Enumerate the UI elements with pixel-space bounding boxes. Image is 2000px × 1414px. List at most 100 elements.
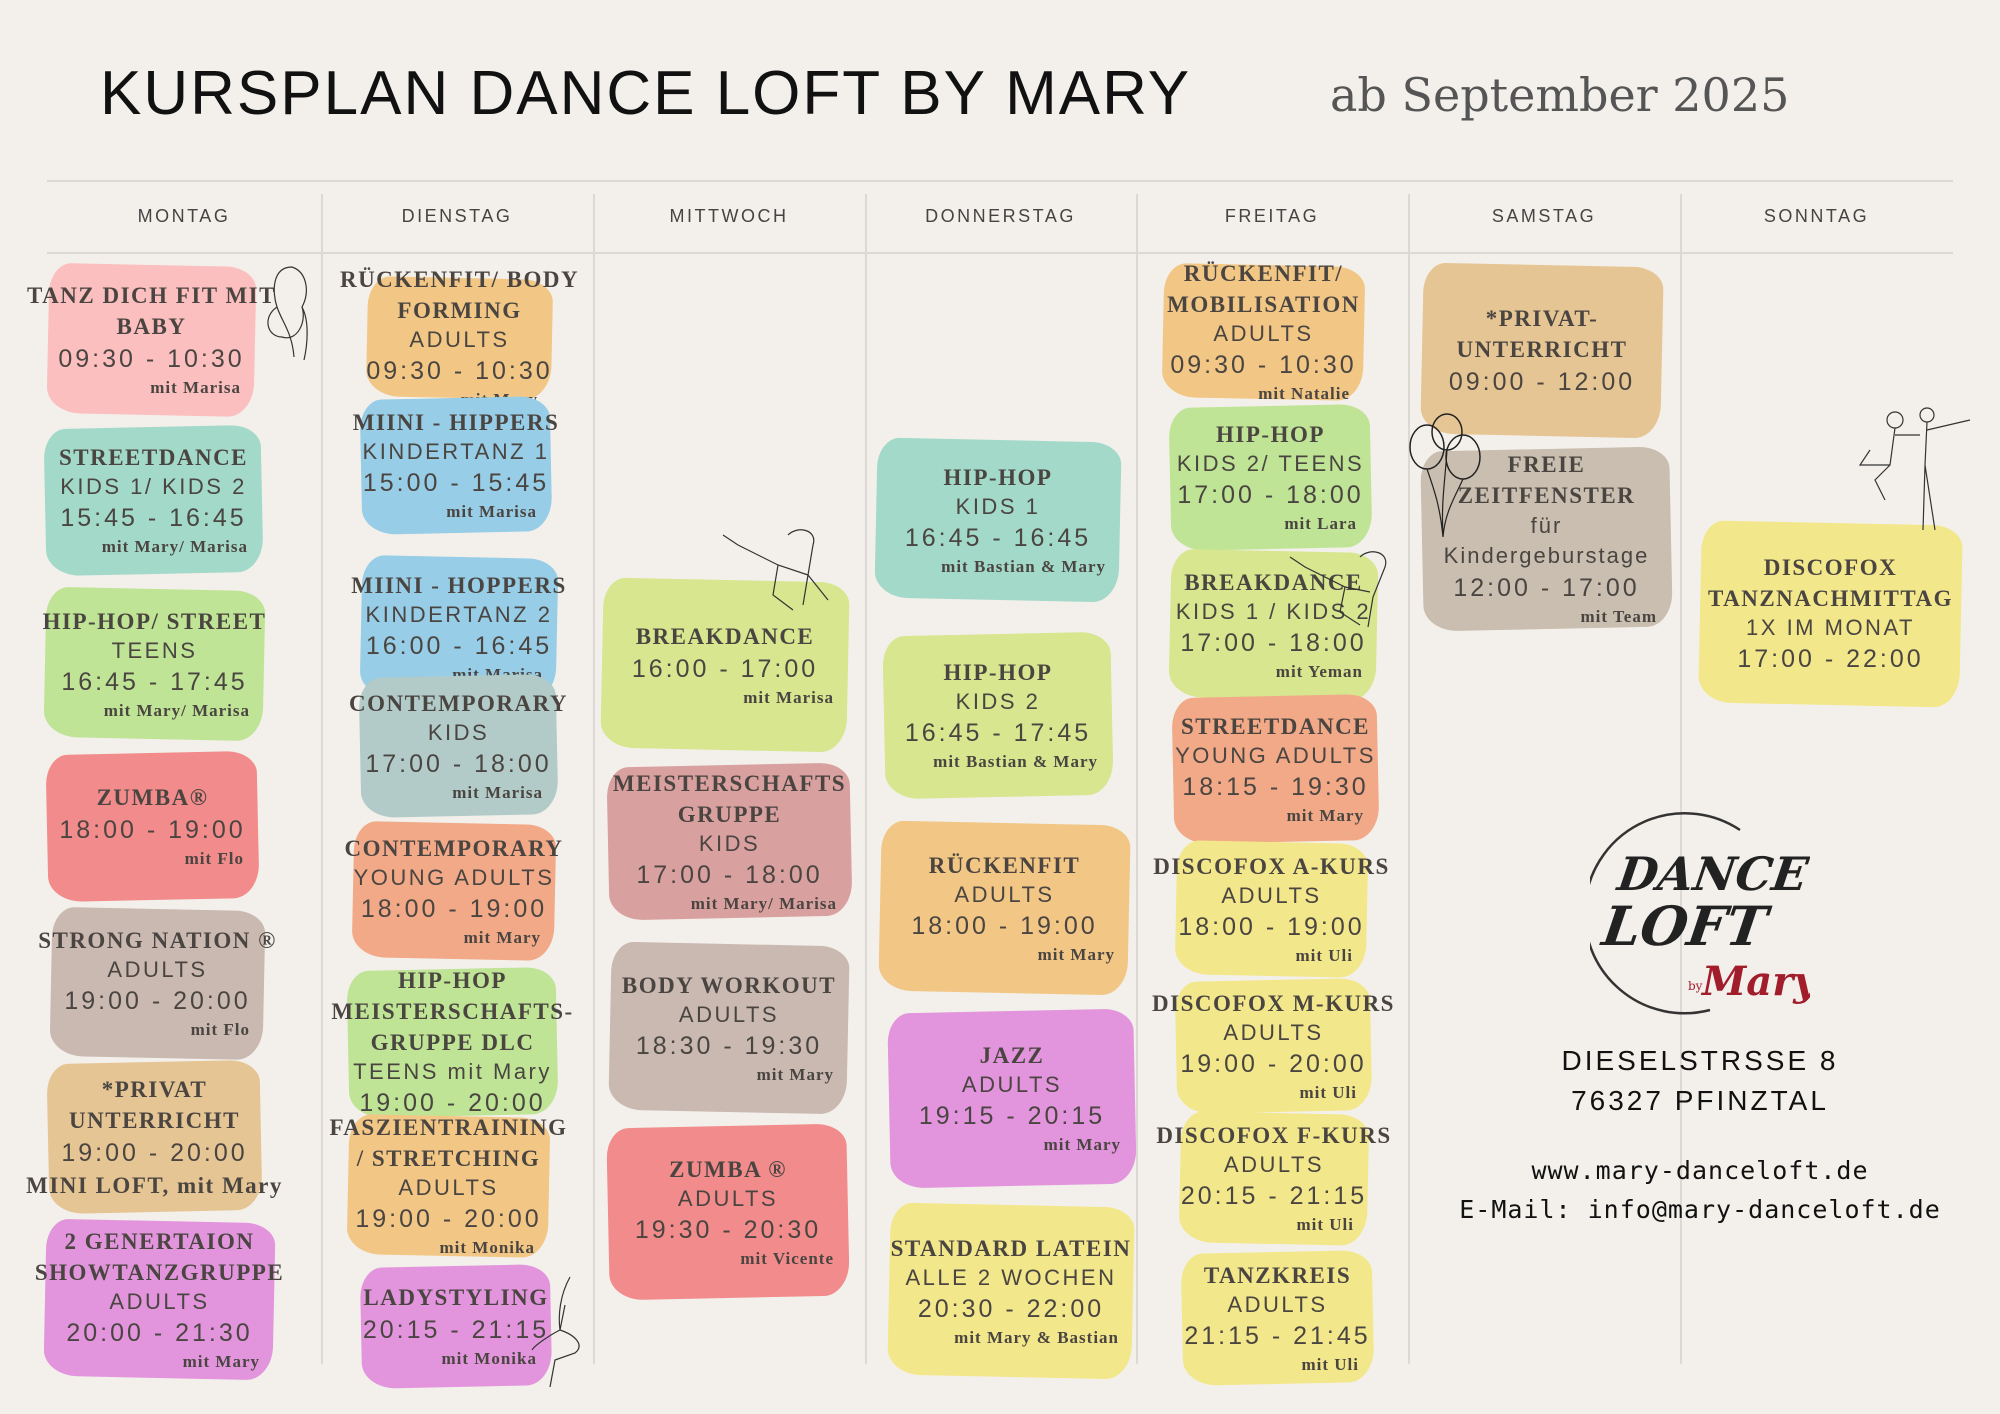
class-card-text: STRONG NATION ® ADULTS 19:00 - 20:00 mit Fl… [38,909,275,1058]
class-level: ADULTS [954,881,1055,907]
class-card: BREAKDANCE 16:00 - 17:00 mit Marisa [600,577,850,753]
class-title: GRUPPE [677,801,782,827]
address-city: 76327 PFINZTAL [1571,1085,1829,1116]
class-card: MIINI - HOPPERS KINDERTANZ 2 16:00 - 16:45… [351,554,565,702]
class-title: LADYSTYLING [363,1285,549,1310]
class-level: KINDERTANZ 2 [365,601,553,627]
class-level: 1X IM MONAT [1746,615,1915,640]
class-time: 16:45 - 16:45 [904,523,1092,552]
class-level: ADULTS [1223,1152,1325,1177]
class-level: ADULTS [1223,1019,1324,1045]
class-card: FREIE ZEITFENSTER für Kindergeburstage 12:00… [1420,446,1673,632]
class-title: STRONG NATION ® [38,928,277,953]
class-time: 17:00 - 18:00 [365,749,552,778]
class-card-text: HIP-HOP KIDS 1 16:45 - 16:45 mit Bastian & … [876,440,1120,600]
class-card: RÜCKENFIT/ BODY FORMING ADULTS 09:30 - 10:3… [340,267,578,409]
column-divider [1680,194,1682,1364]
class-title: UNTERRICHT [1456,336,1628,362]
class-time: 17:00 - 18:00 [636,860,823,889]
class-title: GRUPPE DLC [370,1030,535,1055]
class-title: FREIE [1507,452,1586,477]
class-card-text: HIP-HOP KIDS 2 16:45 - 17:45 mit Bastian & … [884,634,1112,797]
ballerina-sketch-icon [531,1276,580,1388]
class-card-text: FREIE ZEITFENSTER für Kindergeburstage 12:00… [1422,449,1671,629]
header-divider-top [47,180,1953,182]
class-level: ADULTS [409,327,510,352]
class-level: KIDS 1 [955,493,1041,519]
class-title: STREETDANCE [1180,713,1371,739]
class-title: 2 GENERTAION [64,1228,255,1254]
class-title: BREAKDANCE [635,623,815,649]
class-card: DISCOFOX TANZNACHMITTAG 1X IM MONAT 17:00 -… [1698,520,1963,708]
class-teacher: mit Marisa [743,687,834,707]
class-title: ZEITFENSTER [1457,483,1636,508]
class-time: 19:15 - 20:15 [918,1102,1106,1130]
class-time: 20:00 - 21:30 [66,1318,253,1347]
class-teacher: mit Uli [1299,1082,1357,1102]
class-card-text: 2 GENERTAION SHOWTANZGRUPPE ADULTS 20:00 - … [35,1221,283,1378]
class-card-text: RÜCKENFIT/MOBILISATION ADULTS 09:30 - 10:3… [1163,261,1364,403]
balloons-icon [1409,413,1481,538]
class-teacher: mit Flo [184,849,244,868]
class-teacher: mit Mary [1286,805,1364,825]
class-card: STANDARD LATEIN ALLE 2 WOCHEN 20:30 - 22:0… [887,1202,1135,1380]
class-time: 19:00 - 20:00 [61,1138,248,1167]
class-card: DISCOFOX M-KURS ADULTS 19:00 - 20:00 mit Ul… [1152,977,1393,1115]
day-header-sonntag: SONNTAG [1763,206,1870,226]
website-link[interactable]: www.mary-danceloft.de [1531,1156,1869,1185]
class-card: BREAKDANCE KIDS 1 / KIDS 2 17:00 - 18:00 mi… [1168,548,1379,702]
class-card-text: BODY WORKOUT ADULTS 18:30 - 19:30 mit Mary [610,944,848,1112]
class-level: KIDS 1/ KIDS 2 [60,474,247,499]
class-card-text: DISCOFOX M-KURS ADULTS 19:00 - 20:00 mit Ul… [1152,980,1393,1112]
class-time: 12:00 - 17:00 [1453,574,1640,602]
class-level: YOUNG ADULTS [1175,742,1376,768]
class-title: RÜCKENFIT/ [1183,261,1344,286]
class-time: 09:30 - 10:30 [366,357,553,385]
class-title: DISCOFOX F-KURS [1156,1123,1392,1148]
class-card: ZUMBA® 18:00 - 19:00 mit Flo [45,750,260,903]
class-teacher: mit Flo [190,1020,250,1039]
class-card: RÜCKENFIT/MOBILISATION ADULTS 09:30 - 10:3… [1161,261,1366,403]
class-time: 20:15 - 21:15 [362,1316,550,1344]
class-card-text: JAZZ ADULTS 19:15 - 20:15 mit Mary [889,1011,1135,1186]
email-link[interactable]: E-Mail: info@mary-danceloft.de [1459,1195,1941,1224]
class-teacher: mit Vicente [740,1248,834,1268]
column-divider [321,194,323,1364]
class-card-text: STREETDANCE YOUNG ADULTS 18:15 - 19:30 mit … [1173,696,1378,842]
class-title: MIINI - HOPPERS [351,572,567,598]
class-title: / STRETCHING [356,1146,541,1171]
class-title: DISCOFOX A-KURS [1153,853,1390,879]
class-teacher: mit Bastian & Mary [933,752,1098,771]
class-time: 19:30 - 20:30 [634,1215,822,1244]
class-teacher: mit Mary/ Marisa [103,700,250,720]
class-title: TANZNACHMITTAG [1707,586,1954,611]
class-title: *PRIVAT- [1485,305,1599,331]
class-time: 16:00 - 16:45 [365,631,553,660]
class-plain: für [1530,513,1563,538]
class-teacher: mit Mary [1037,944,1115,964]
class-card-text: *PRIVAT- UNTERRICHT 09:00 - 12:00 [1422,265,1662,436]
breakdancer-sketch-icon [722,529,829,611]
class-title: HIP-HOP [943,660,1053,685]
class-level: KIDS [698,830,761,856]
class-time: 17:00 - 18:00 [1180,628,1367,657]
class-teacher: mit Mary/ Marisa [101,537,248,556]
class-time: 18:00 - 19:00 [1178,912,1365,941]
class-teacher: mit Uli [1301,1354,1359,1374]
class-card: HIP-HOP MEISTERSCHAFTS- GRUPPE DLC TEENS mi… [331,966,572,1119]
class-title: CONTEMPORARY [344,835,564,861]
class-time: 19:00 - 20:00 [355,1205,542,1233]
class-plain: Kindergeburstage [1443,543,1650,568]
class-title: MEISTERSCHAFTS- [331,999,574,1024]
column-divider [1408,194,1410,1364]
class-card-text: MIINI - HIPPERS KINDERTANZ 1 15:00 - 15:45… [353,398,558,533]
column-divider [865,194,867,1364]
class-title: BREAKDANCE [1184,569,1363,595]
class-time: 16:45 - 17:45 [904,719,1092,747]
class-time: 21:15 - 21:45 [1184,1321,1371,1350]
class-title: TANZKREIS [1203,1262,1352,1288]
class-title: MINI LOFT, mit Mary [26,1172,283,1198]
class-title: JAZZ [979,1043,1045,1068]
class-teacher: mit Mary/ Marisa [690,893,837,913]
class-teacher: mit Team [1580,607,1657,626]
